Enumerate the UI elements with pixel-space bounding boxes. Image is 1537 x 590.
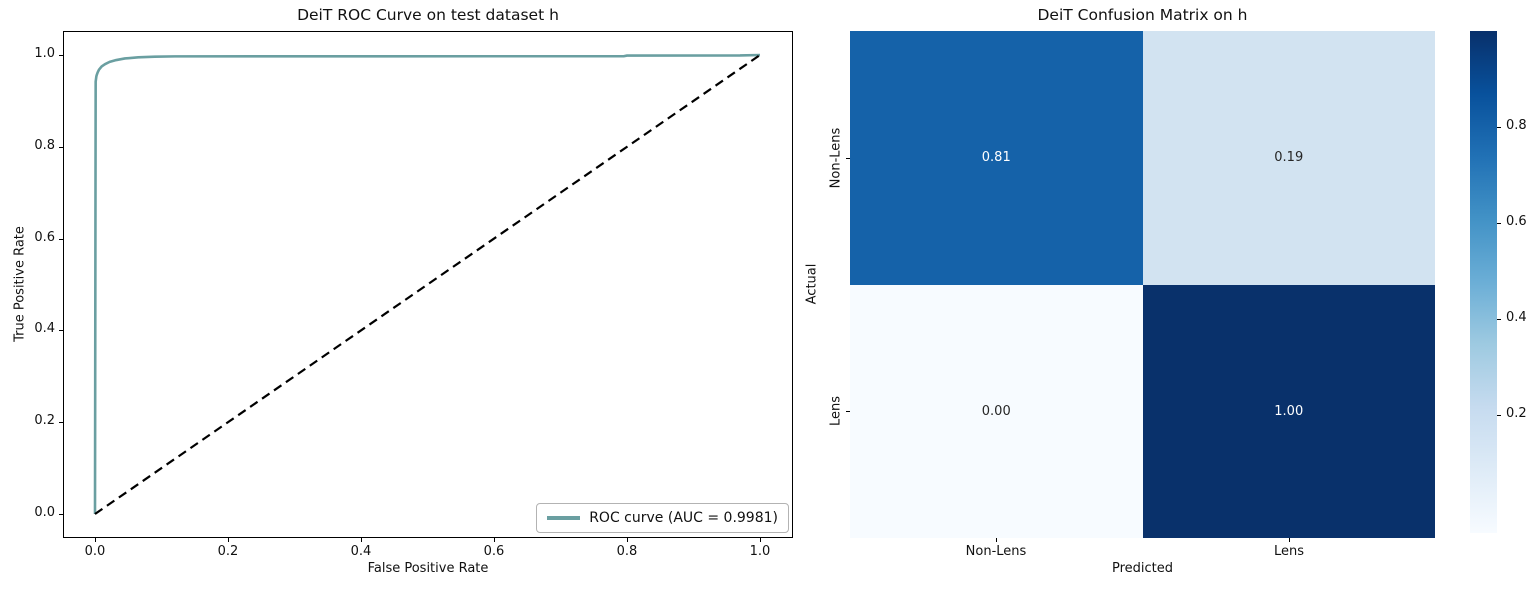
y-tick-mark: [59, 147, 63, 148]
y-tick-mark: [59, 422, 63, 423]
colorbar-tick-label: 0.4: [1506, 310, 1527, 325]
roc-legend-label: ROC curve (AUC = 0.9981): [589, 510, 778, 526]
y-tick-mark: [59, 239, 63, 240]
x-tick-label: 0.4: [350, 544, 372, 559]
y-tick-mark: [59, 330, 63, 331]
heatmap-col-label: Non-Lens: [965, 544, 1027, 559]
y-tick-label: 0.6: [34, 230, 55, 245]
heatmap-row-label: Non-Lens: [828, 127, 844, 189]
y-tick-mark: [59, 514, 63, 515]
x-tick-mark: [627, 538, 628, 542]
roc-curve-line: [93, 53, 761, 515]
heatmap-xaxis-label: Predicted: [1111, 561, 1174, 576]
roc-xaxis-label: False Positive Rate: [367, 561, 489, 576]
heatmap-col-label: Lens: [1273, 544, 1305, 559]
x-tick-label: 0.8: [616, 544, 638, 559]
x-tick-label: 0.2: [217, 544, 239, 559]
x-tick-mark: [760, 538, 761, 542]
y-tick-label: 0.0: [34, 505, 55, 520]
heatmap-col-tick-mark: [996, 538, 997, 542]
heatmap-cell-lens-lens: 1.00: [1142, 284, 1435, 538]
roc-axes: [63, 31, 793, 538]
confusion-matrix-title: DeiT Confusion Matrix on h: [1037, 6, 1248, 24]
y-tick-label: 0.4: [34, 321, 55, 336]
heatmap-yaxis-label: Actual: [804, 263, 820, 305]
y-tick-label: 0.2: [34, 413, 55, 428]
heatmap-cell-lens-nonlens: 0.00: [850, 284, 1143, 538]
roc-yaxis-label: True Positive Rate: [12, 226, 28, 342]
heatmap-col-tick-mark: [1289, 538, 1290, 542]
colorbar-tick-label: 0.2: [1506, 406, 1527, 421]
colorbar-tick-label: 0.8: [1506, 118, 1527, 133]
x-tick-label: 0.6: [483, 544, 505, 559]
colorbar-tick-mark: [1497, 127, 1501, 128]
chance-diagonal-line: [94, 54, 761, 515]
heatmap-cell-nonlens-lens: 0.19: [1142, 31, 1435, 285]
y-tick-label: 1.0: [34, 46, 55, 61]
roc-plot-canvas: [93, 53, 761, 515]
colorbar-tick-label: 0.6: [1506, 214, 1527, 229]
colorbar: [1470, 31, 1497, 533]
roc-legend: ROC curve (AUC = 0.9981): [536, 503, 789, 533]
x-tick-label: 1.0: [749, 544, 771, 559]
x-tick-mark: [95, 538, 96, 542]
heatmap-row-tick-mark: [846, 158, 850, 159]
y-tick-mark: [59, 55, 63, 56]
heatmap-row-tick-mark: [846, 411, 850, 412]
x-tick-label: 0.0: [84, 544, 106, 559]
colorbar-tick-mark: [1497, 415, 1501, 416]
x-tick-mark: [361, 538, 362, 542]
roc-plot-title: DeiT ROC Curve on test dataset h: [297, 6, 559, 24]
heatmap-cell-nonlens-nonlens: 0.81: [850, 31, 1143, 285]
heatmap-row-label: Lens: [828, 395, 844, 427]
y-tick-label: 0.8: [34, 138, 55, 153]
colorbar-tick-mark: [1497, 223, 1501, 224]
colorbar-tick-mark: [1497, 319, 1501, 320]
roc-legend-line-swatch: [547, 516, 581, 520]
x-tick-mark: [228, 538, 229, 542]
x-tick-mark: [494, 538, 495, 542]
confusion-matrix-heatmap: 0.81 0.19 0.00 1.00: [850, 31, 1435, 538]
